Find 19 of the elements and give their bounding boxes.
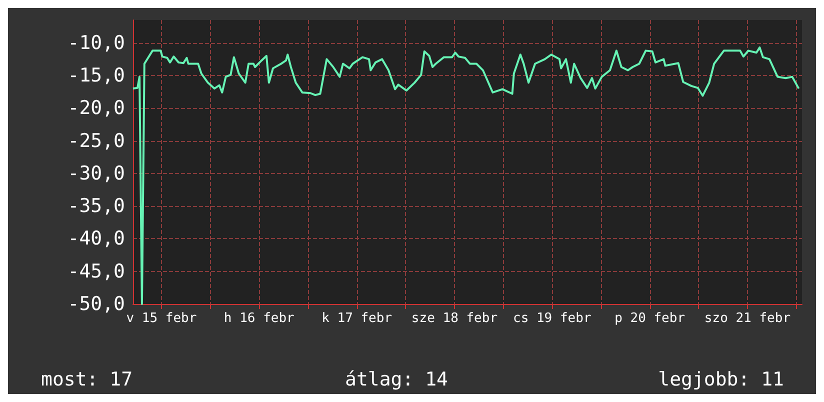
x-tick-label: h 16 febr — [224, 311, 295, 326]
y-tick-label: -15,0 — [68, 64, 125, 86]
y-tick-label: -20,0 — [68, 97, 125, 120]
x-tick-label: cs 19 febr — [513, 311, 592, 326]
x-tick-label: szo 21 febr — [704, 311, 791, 326]
text: most: 17 — [41, 368, 133, 390]
x-tick-label: v 15 febr — [126, 311, 197, 326]
y-tick-label: -30,0 — [68, 162, 125, 184]
x-tick-label: p 20 febr — [614, 311, 686, 326]
y-tick-label: -35,0 — [68, 195, 125, 218]
y-tick-label: -40,0 — [68, 228, 125, 250]
y-tick-label: -45,0 — [68, 260, 125, 282]
text: átlag: 14 — [345, 368, 448, 390]
y-tick-label: -10,0 — [68, 32, 125, 54]
y-tick-label: -25,0 — [68, 130, 125, 152]
x-tick-label: k 17 febr — [322, 311, 392, 326]
text: legjobb: 11 — [658, 368, 784, 390]
y-tick-label: -50,0 — [68, 293, 125, 315]
x-tick-label: sze 18 febr — [411, 311, 498, 326]
